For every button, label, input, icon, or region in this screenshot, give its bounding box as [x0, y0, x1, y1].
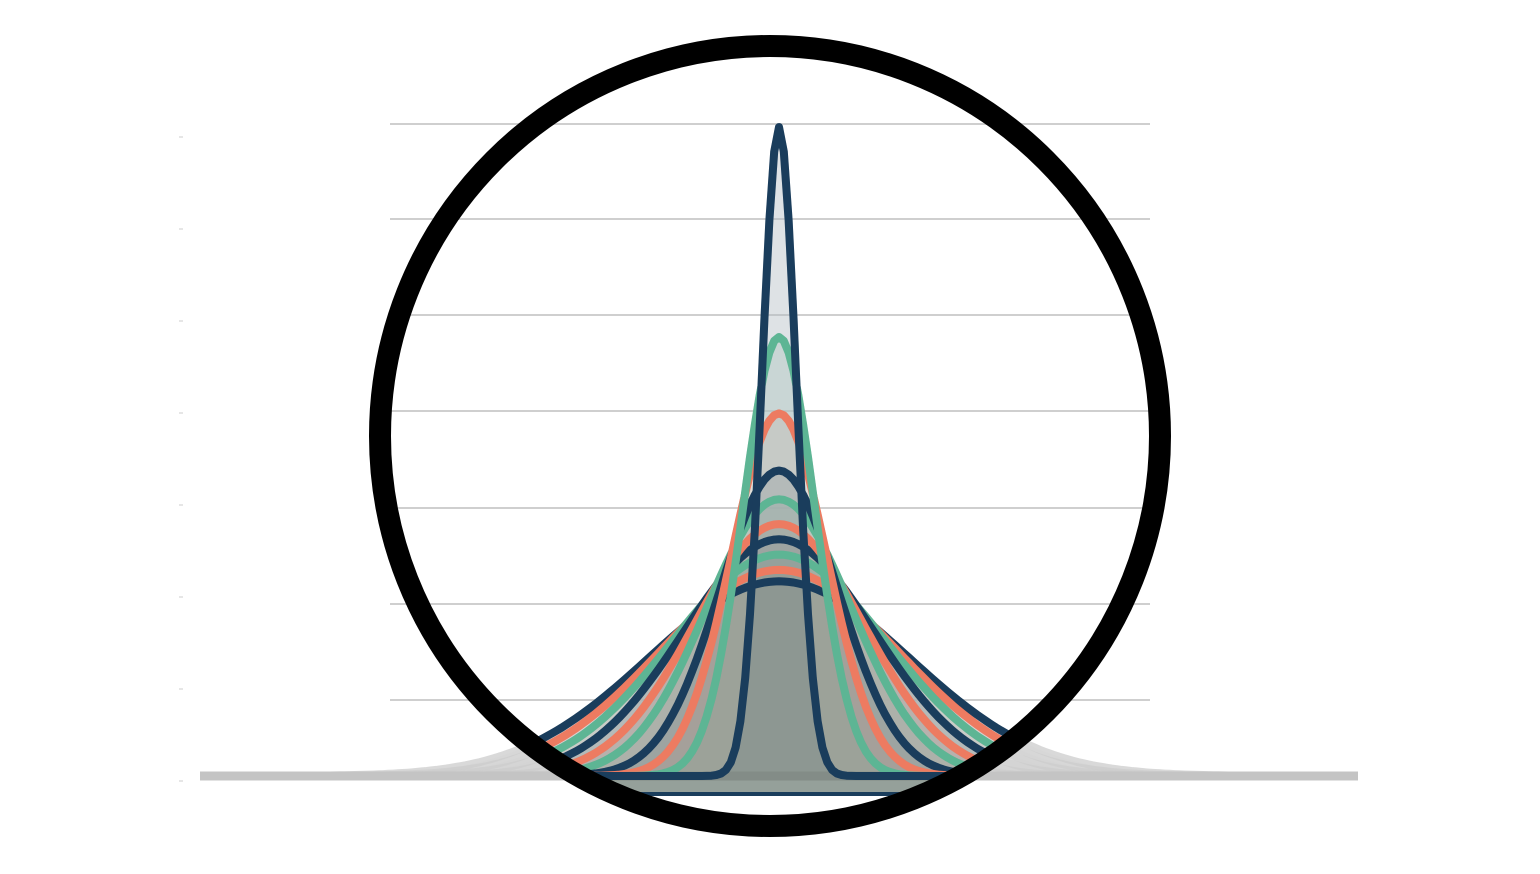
series-area: [380, 499, 1160, 794]
series-area: [380, 127, 1160, 794]
curves-outside-lens: [200, 123, 1358, 781]
series-area-outside: [200, 413, 1358, 776]
series-area: [380, 569, 1160, 794]
series-area-outside: [200, 127, 1358, 777]
series-area: [380, 470, 1160, 794]
series-area-outside: [200, 499, 1358, 776]
series-area: [380, 539, 1160, 794]
series-area-outside: [200, 524, 1358, 776]
series-area: [380, 554, 1160, 794]
gridlines: [390, 123, 1150, 701]
series-area: [380, 524, 1160, 794]
series-area-outside: [200, 470, 1358, 776]
series-area-outside: [200, 569, 1358, 776]
series-area: [380, 413, 1160, 794]
series-area: [380, 337, 1160, 794]
series-area-outside: [200, 539, 1358, 776]
magnifier-lens-frame: [369, 35, 1171, 837]
series-area-outside: [200, 554, 1358, 776]
series-area-outside: [200, 581, 1358, 776]
series-area: [380, 581, 1160, 794]
y-tick-marks: [179, 136, 183, 782]
